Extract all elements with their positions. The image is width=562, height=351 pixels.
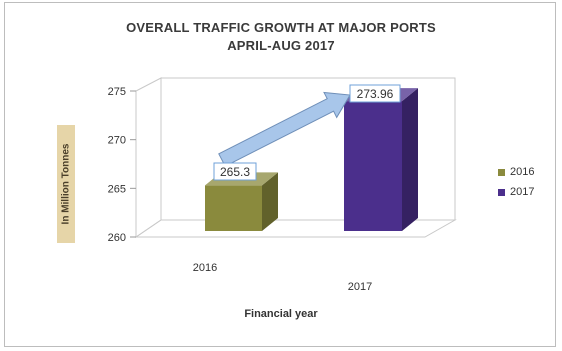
- legend-swatch-2017: [498, 188, 505, 196]
- chart-frame: [4, 2, 556, 347]
- bar-2017-side: [402, 88, 418, 231]
- legend-label-2016: 2016: [510, 166, 535, 178]
- legend-swatch-2016: [498, 168, 505, 176]
- y-tick-label: 260: [108, 232, 126, 244]
- y-tick-label: 270: [108, 135, 126, 147]
- data-label-box-2017: [349, 84, 401, 103]
- side-wall: [135, 77, 162, 238]
- y-axis-label-background: [57, 125, 75, 243]
- data-label-2017: 273.96: [357, 87, 394, 101]
- chart-title-line-1: OVERALL TRAFFIC GROWTH AT MAJOR PORTS: [126, 20, 436, 35]
- x-tick-label-2017: 2017: [348, 281, 372, 293]
- x-axis-label: Financial year: [244, 308, 318, 320]
- legend-item-2017: 2017: [498, 182, 534, 202]
- legend: 2016 2017: [498, 162, 534, 202]
- chart-title-line-2: APRIL-AUG 2017: [227, 38, 335, 53]
- bar-2016-front: [205, 185, 262, 231]
- legend-label-2017: 2017: [510, 186, 535, 198]
- legend-item-2016: 2016: [498, 162, 534, 182]
- growth-arrow: [218, 91, 351, 167]
- x-tick-label-2016: 2016: [193, 262, 217, 274]
- bar-2016-side: [262, 172, 278, 231]
- floor: [134, 219, 457, 238]
- bar-2017-front: [344, 101, 402, 231]
- y-tick-label: 275: [108, 86, 126, 98]
- data-label-2016: 265.3: [220, 165, 250, 179]
- data-label-box-2016: [213, 162, 257, 181]
- y-tick-label: 265: [108, 183, 126, 195]
